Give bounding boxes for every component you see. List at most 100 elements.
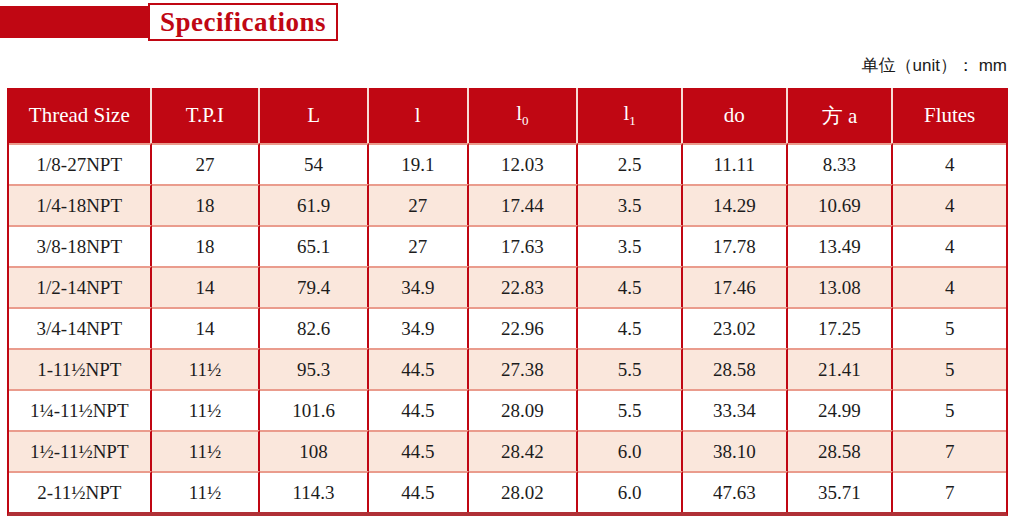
table-cell: 4 [893,184,1006,225]
section-title-box: Specifications [148,3,338,41]
table-cell: 5.5 [578,389,683,430]
table-cell: 34.9 [369,266,469,307]
table-row: 2-11½NPT11½114.344.528.026.047.6335.717 [9,471,1006,512]
column-header-8: Flutes [893,88,1006,143]
table-cell: 27 [369,184,469,225]
table-cell: 19.1 [369,143,469,184]
table-cell: 47.63 [683,471,788,512]
table-cell: 4 [893,225,1006,266]
specifications-table: Thread SizeT.P.ILll0l1do方 aFlutes 1/8-27… [7,88,1008,516]
table-cell: 4 [893,143,1006,184]
column-header-5: l1 [578,88,683,143]
column-header-4: l0 [469,88,579,143]
table-cell: 3/8-18NPT [9,225,152,266]
table-cell: 1/2-14NPT [9,266,152,307]
table-cell: 95.3 [260,348,369,389]
table-cell: 33.34 [683,389,788,430]
table-cell: 24.99 [788,389,894,430]
table-cell: 17.25 [788,307,894,348]
table-row: 3/4-14NPT1482.634.922.964.523.0217.255 [9,307,1006,348]
table-cell: 82.6 [260,307,369,348]
table-row: 1/4-18NPT1861.92717.443.514.2910.694 [9,184,1006,225]
table-cell: 11½ [152,471,261,512]
table-cell: 4 [893,266,1006,307]
table-row: 1/2-14NPT1479.434.922.834.517.4613.084 [9,266,1006,307]
table-cell: 3.5 [578,184,683,225]
column-header-7: 方 a [788,88,894,143]
column-header-1: T.P.I [152,88,261,143]
table-row: 1¼-11½NPT11½101.644.528.095.533.3424.995 [9,389,1006,430]
table-cell: 28.09 [469,389,579,430]
table-cell: 18 [152,225,261,266]
table-cell: 27 [152,143,261,184]
table-cell: 5 [893,348,1006,389]
table-header-row: Thread SizeT.P.ILll0l1do方 aFlutes [9,88,1006,143]
column-header-0: Thread Size [9,88,152,143]
table-cell: 28.58 [683,348,788,389]
table-cell: 35.71 [788,471,894,512]
table-cell: 61.9 [260,184,369,225]
table-cell: 18 [152,184,261,225]
table-cell: 11.11 [683,143,788,184]
table-cell: 38.10 [683,430,788,471]
table-cell: 17.63 [469,225,579,266]
table-cell: 5 [893,389,1006,430]
column-header-2: L [260,88,369,143]
table-cell: 114.3 [260,471,369,512]
table-cell: 1¼-11½NPT [9,389,152,430]
table-cell: 8.33 [788,143,894,184]
table-cell: 1½-11½NPT [9,430,152,471]
table-cell: 6.0 [578,471,683,512]
table-cell: 11½ [152,430,261,471]
table-cell: 14 [152,307,261,348]
table-cell: 1/4-18NPT [9,184,152,225]
table-cell: 101.6 [260,389,369,430]
table-cell: 108 [260,430,369,471]
table-cell: 17.46 [683,266,788,307]
table-cell: 22.96 [469,307,579,348]
table-cell: 34.9 [369,307,469,348]
table-cell: 1/8-27NPT [9,143,152,184]
table-cell: 2-11½NPT [9,471,152,512]
table-cell: 44.5 [369,348,469,389]
table-cell: 23.02 [683,307,788,348]
table-cell: 4.5 [578,307,683,348]
table-row: 3/8-18NPT1865.12717.633.517.7813.494 [9,225,1006,266]
table-cell: 79.4 [260,266,369,307]
table-cell: 13.08 [788,266,894,307]
table-cell: 14.29 [683,184,788,225]
table-cell: 3/4-14NPT [9,307,152,348]
table-cell: 3.5 [578,225,683,266]
section-title: Specifications [160,7,326,38]
table-cell: 2.5 [578,143,683,184]
column-header-3: l [369,88,469,143]
table-row: 1-11½NPT11½95.344.527.385.528.5821.415 [9,348,1006,389]
table-cell: 6.0 [578,430,683,471]
table-cell: 44.5 [369,389,469,430]
table-cell: 65.1 [260,225,369,266]
page: Specifications 单位（unit）： mm Thread SizeT… [0,0,1015,521]
table-cell: 28.02 [469,471,579,512]
table-cell: 27 [369,225,469,266]
table-row: 1/8-27NPT275419.112.032.511.118.334 [9,143,1006,184]
column-header-6: do [683,88,788,143]
table-cell: 13.49 [788,225,894,266]
table-cell: 54 [260,143,369,184]
table-cell: 5.5 [578,348,683,389]
table-cell: 17.78 [683,225,788,266]
table-cell: 28.58 [788,430,894,471]
table-cell: 17.44 [469,184,579,225]
table-cell: 7 [893,471,1006,512]
table-cell: 27.38 [469,348,579,389]
unit-label: 单位（unit）： mm [862,54,1007,77]
table-cell: 12.03 [469,143,579,184]
table-cell: 44.5 [369,430,469,471]
table-cell: 5 [893,307,1006,348]
table-cell: 11½ [152,389,261,430]
table-cell: 10.69 [788,184,894,225]
table-cell: 21.41 [788,348,894,389]
table-cell: 14 [152,266,261,307]
title-red-bar [0,6,148,38]
table-row: 1½-11½NPT11½10844.528.426.038.1028.587 [9,430,1006,471]
table-cell: 1-11½NPT [9,348,152,389]
